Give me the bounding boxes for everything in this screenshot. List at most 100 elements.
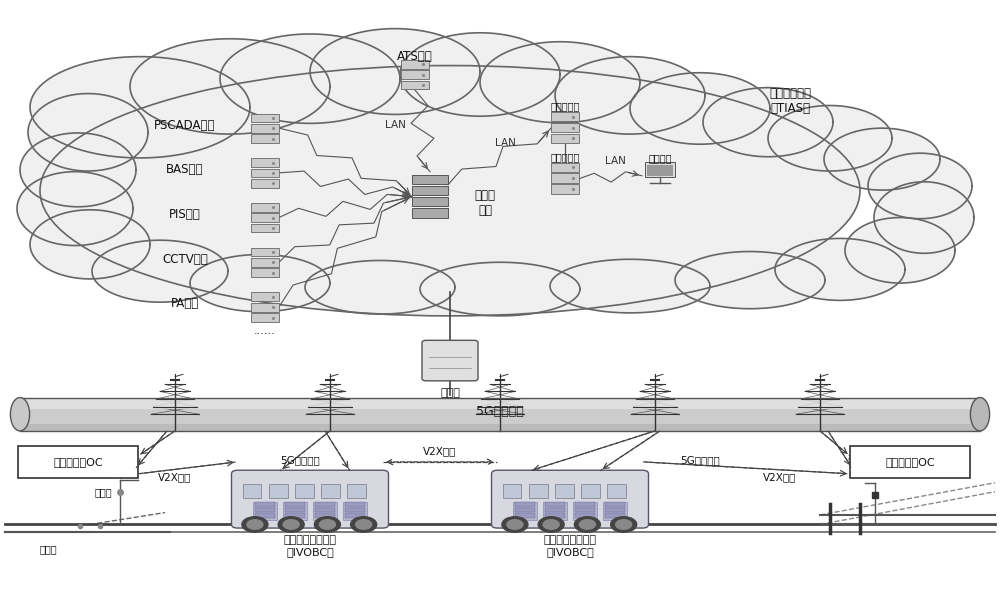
Text: V2X通信: V2X通信 bbox=[763, 472, 797, 482]
Ellipse shape bbox=[40, 66, 860, 316]
Bar bbox=[20, 399, 980, 409]
FancyBboxPatch shape bbox=[515, 502, 535, 507]
FancyBboxPatch shape bbox=[575, 502, 595, 507]
Ellipse shape bbox=[630, 73, 770, 144]
Circle shape bbox=[538, 517, 564, 532]
FancyBboxPatch shape bbox=[401, 80, 429, 89]
FancyBboxPatch shape bbox=[647, 164, 673, 175]
Text: V2X通信: V2X通信 bbox=[158, 472, 192, 482]
FancyBboxPatch shape bbox=[253, 502, 277, 520]
Text: ATS系统: ATS系统 bbox=[397, 50, 433, 63]
FancyBboxPatch shape bbox=[551, 134, 579, 143]
Ellipse shape bbox=[775, 238, 905, 300]
Circle shape bbox=[611, 517, 637, 532]
FancyBboxPatch shape bbox=[251, 124, 279, 133]
FancyBboxPatch shape bbox=[345, 514, 365, 518]
Text: 5G无线传输: 5G无线传输 bbox=[680, 455, 720, 465]
Text: 应用服务器: 应用服务器 bbox=[550, 152, 580, 162]
Ellipse shape bbox=[190, 254, 330, 312]
FancyBboxPatch shape bbox=[345, 502, 365, 507]
FancyBboxPatch shape bbox=[251, 134, 279, 143]
Circle shape bbox=[278, 517, 304, 532]
Ellipse shape bbox=[703, 88, 833, 157]
Ellipse shape bbox=[675, 252, 825, 309]
Ellipse shape bbox=[220, 34, 400, 123]
Circle shape bbox=[314, 517, 340, 532]
FancyBboxPatch shape bbox=[251, 203, 279, 212]
Text: 信号机: 信号机 bbox=[94, 487, 112, 496]
FancyBboxPatch shape bbox=[545, 502, 565, 507]
Text: CCTV系统: CCTV系统 bbox=[162, 253, 208, 266]
FancyBboxPatch shape bbox=[269, 484, 288, 498]
Ellipse shape bbox=[874, 182, 974, 253]
FancyBboxPatch shape bbox=[529, 484, 548, 498]
Circle shape bbox=[242, 517, 268, 532]
Text: V2X通信: V2X通信 bbox=[423, 446, 457, 456]
FancyBboxPatch shape bbox=[412, 197, 448, 206]
Text: BAS系统: BAS系统 bbox=[166, 163, 204, 176]
Ellipse shape bbox=[20, 133, 136, 207]
FancyBboxPatch shape bbox=[315, 508, 335, 513]
FancyBboxPatch shape bbox=[251, 248, 279, 256]
Text: 对象控制器OC: 对象控制器OC bbox=[53, 457, 103, 467]
FancyBboxPatch shape bbox=[231, 470, 388, 528]
FancyBboxPatch shape bbox=[551, 184, 579, 194]
Ellipse shape bbox=[868, 153, 972, 219]
Circle shape bbox=[502, 517, 528, 532]
FancyBboxPatch shape bbox=[551, 123, 579, 132]
Ellipse shape bbox=[400, 33, 560, 116]
FancyBboxPatch shape bbox=[543, 502, 567, 520]
Text: 大数据
平台: 大数据 平台 bbox=[475, 189, 496, 216]
FancyBboxPatch shape bbox=[251, 213, 279, 222]
Ellipse shape bbox=[480, 42, 640, 123]
FancyBboxPatch shape bbox=[605, 508, 625, 513]
Text: PSCADA系统: PSCADA系统 bbox=[154, 119, 216, 132]
Text: PA系统: PA系统 bbox=[171, 297, 199, 311]
FancyBboxPatch shape bbox=[545, 508, 565, 513]
FancyBboxPatch shape bbox=[285, 502, 305, 507]
Text: PIS系统: PIS系统 bbox=[169, 208, 201, 221]
Circle shape bbox=[283, 520, 299, 529]
FancyBboxPatch shape bbox=[850, 446, 970, 478]
FancyBboxPatch shape bbox=[251, 313, 279, 322]
Text: 智能监控系统
（TIAS）: 智能监控系统 （TIAS） bbox=[769, 88, 811, 115]
FancyBboxPatch shape bbox=[645, 162, 675, 178]
FancyBboxPatch shape bbox=[607, 484, 626, 498]
FancyBboxPatch shape bbox=[503, 484, 521, 498]
FancyBboxPatch shape bbox=[255, 508, 275, 513]
Ellipse shape bbox=[10, 398, 30, 431]
Bar bbox=[20, 424, 980, 431]
Ellipse shape bbox=[555, 57, 705, 134]
Ellipse shape bbox=[305, 260, 455, 314]
FancyBboxPatch shape bbox=[603, 502, 627, 520]
FancyBboxPatch shape bbox=[491, 470, 648, 528]
FancyBboxPatch shape bbox=[251, 179, 279, 188]
FancyBboxPatch shape bbox=[321, 484, 340, 498]
FancyBboxPatch shape bbox=[251, 159, 279, 167]
FancyBboxPatch shape bbox=[575, 508, 595, 513]
FancyBboxPatch shape bbox=[251, 303, 279, 312]
FancyBboxPatch shape bbox=[18, 446, 138, 478]
Circle shape bbox=[507, 520, 523, 529]
FancyBboxPatch shape bbox=[551, 173, 579, 183]
FancyBboxPatch shape bbox=[412, 208, 448, 218]
FancyBboxPatch shape bbox=[605, 502, 625, 507]
Text: 存储服务器: 存储服务器 bbox=[550, 101, 580, 111]
FancyBboxPatch shape bbox=[551, 112, 579, 121]
FancyBboxPatch shape bbox=[347, 484, 366, 498]
FancyBboxPatch shape bbox=[295, 484, 314, 498]
FancyBboxPatch shape bbox=[545, 514, 565, 518]
Ellipse shape bbox=[824, 128, 940, 190]
Circle shape bbox=[579, 520, 595, 529]
Ellipse shape bbox=[30, 210, 150, 279]
FancyBboxPatch shape bbox=[283, 502, 307, 520]
FancyBboxPatch shape bbox=[251, 114, 279, 122]
Text: LAN: LAN bbox=[385, 120, 405, 130]
FancyBboxPatch shape bbox=[251, 293, 279, 301]
FancyBboxPatch shape bbox=[285, 514, 305, 518]
FancyBboxPatch shape bbox=[285, 508, 305, 513]
Ellipse shape bbox=[30, 57, 250, 158]
Circle shape bbox=[356, 520, 372, 529]
FancyBboxPatch shape bbox=[551, 163, 579, 172]
Circle shape bbox=[351, 517, 377, 532]
